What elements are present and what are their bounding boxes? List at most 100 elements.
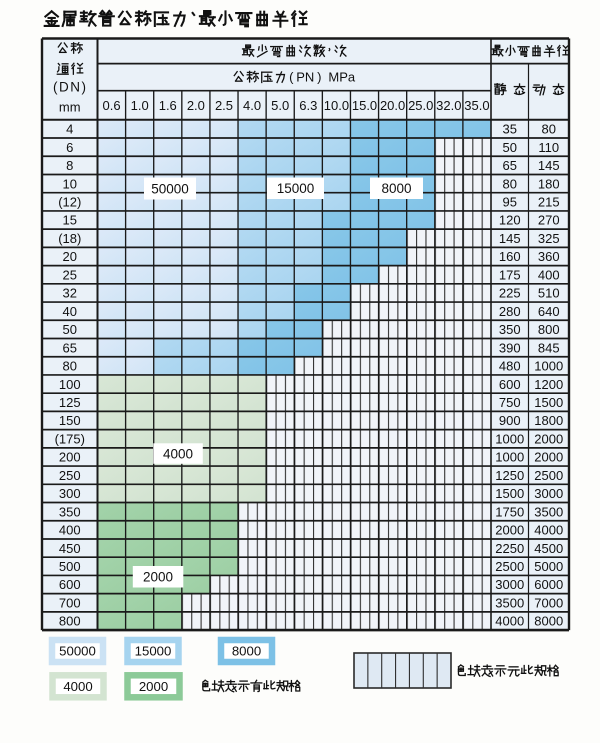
- svg-text:100: 100: [59, 377, 81, 392]
- svg-text:mm: mm: [59, 100, 81, 115]
- svg-text:6: 6: [66, 140, 73, 155]
- svg-text:350: 350: [59, 504, 81, 519]
- svg-text:3500: 3500: [495, 595, 524, 610]
- svg-text:4000: 4000: [163, 446, 193, 461]
- svg-text:480: 480: [499, 359, 521, 374]
- svg-text:8000: 8000: [232, 644, 261, 659]
- svg-text:): ): [317, 70, 321, 85]
- svg-text:3000: 3000: [495, 577, 524, 592]
- svg-text:900: 900: [499, 413, 521, 428]
- svg-text:2.0: 2.0: [187, 98, 205, 113]
- svg-text:510: 510: [538, 286, 560, 301]
- svg-text:1200: 1200: [534, 377, 563, 392]
- svg-text:280: 280: [499, 304, 521, 319]
- svg-text:175: 175: [499, 267, 521, 282]
- svg-text:2250: 2250: [495, 541, 524, 556]
- svg-text:(: (: [289, 70, 294, 85]
- svg-text:50000: 50000: [59, 644, 96, 659]
- svg-text:8000: 8000: [534, 614, 563, 629]
- svg-text:4: 4: [66, 122, 73, 137]
- svg-text:20.0: 20.0: [380, 98, 405, 113]
- svg-text:8000: 8000: [381, 181, 411, 196]
- svg-text:15.0: 15.0: [352, 98, 377, 113]
- svg-text:(18): (18): [58, 231, 81, 246]
- svg-text:3000: 3000: [534, 486, 563, 501]
- svg-text:700: 700: [59, 595, 81, 610]
- svg-text:300: 300: [59, 486, 81, 501]
- svg-text:65: 65: [503, 158, 517, 173]
- svg-text:80: 80: [542, 122, 556, 137]
- svg-text:4.0: 4.0: [243, 98, 261, 113]
- svg-text:4000: 4000: [63, 679, 92, 694]
- svg-text:2000: 2000: [534, 450, 563, 465]
- svg-text:400: 400: [59, 523, 81, 538]
- svg-text:600: 600: [59, 577, 81, 592]
- svg-text:6.3: 6.3: [299, 98, 317, 113]
- svg-text:160: 160: [499, 249, 521, 264]
- svg-text:250: 250: [59, 468, 81, 483]
- svg-text:325: 325: [538, 231, 560, 246]
- svg-text:800: 800: [59, 614, 81, 629]
- svg-text:360: 360: [538, 249, 560, 264]
- svg-text:32.0: 32.0: [436, 98, 461, 113]
- svg-text:0.6: 0.6: [103, 98, 121, 113]
- svg-text:1800: 1800: [534, 413, 563, 428]
- svg-text:50000: 50000: [151, 181, 189, 196]
- svg-text:1.0: 1.0: [131, 98, 149, 113]
- svg-text:40: 40: [63, 304, 77, 319]
- svg-text:MPa: MPa: [328, 70, 356, 85]
- svg-text:845: 845: [538, 340, 560, 355]
- svg-text:PN: PN: [296, 70, 314, 85]
- svg-text:1500: 1500: [495, 486, 524, 501]
- svg-text:4000: 4000: [534, 523, 563, 538]
- svg-text:2500: 2500: [495, 559, 524, 574]
- svg-text:15: 15: [63, 213, 77, 228]
- svg-text:25: 25: [63, 267, 77, 282]
- svg-text:450: 450: [59, 541, 81, 556]
- svg-text:50: 50: [63, 322, 77, 337]
- svg-text:6000: 6000: [534, 577, 563, 592]
- svg-text:180: 180: [538, 176, 560, 191]
- svg-text:270: 270: [538, 213, 560, 228]
- svg-text:2500: 2500: [534, 468, 563, 483]
- svg-text:600: 600: [499, 377, 521, 392]
- svg-text:(12): (12): [58, 195, 81, 210]
- svg-text:7000: 7000: [534, 595, 563, 610]
- svg-text:35: 35: [503, 122, 517, 137]
- svg-text:4500: 4500: [534, 541, 563, 556]
- svg-text:400: 400: [538, 267, 560, 282]
- svg-text:150: 150: [59, 413, 81, 428]
- svg-text:5000: 5000: [534, 559, 563, 574]
- svg-text:800: 800: [538, 322, 560, 337]
- svg-text:15000: 15000: [277, 181, 315, 196]
- svg-text:215: 215: [538, 195, 560, 210]
- svg-text:5.0: 5.0: [271, 98, 289, 113]
- svg-text:750: 750: [499, 395, 521, 410]
- svg-text:(DN): (DN): [53, 80, 88, 95]
- svg-text:390: 390: [499, 340, 521, 355]
- svg-text:120: 120: [499, 213, 521, 228]
- svg-text:1500: 1500: [534, 395, 563, 410]
- svg-text:65: 65: [63, 340, 77, 355]
- svg-text:20: 20: [63, 249, 77, 264]
- svg-text:225: 225: [499, 286, 521, 301]
- svg-text:2.5: 2.5: [215, 98, 233, 113]
- svg-text:2000: 2000: [143, 570, 173, 585]
- svg-text:640: 640: [538, 304, 560, 319]
- svg-text:35.0: 35.0: [464, 98, 489, 113]
- svg-text:1250: 1250: [495, 468, 524, 483]
- svg-text:25.0: 25.0: [408, 98, 433, 113]
- svg-text:95: 95: [503, 195, 517, 210]
- svg-text:80: 80: [503, 176, 517, 191]
- svg-text:350: 350: [499, 322, 521, 337]
- svg-text:32: 32: [63, 286, 77, 301]
- svg-text:500: 500: [59, 559, 81, 574]
- svg-text:110: 110: [538, 140, 559, 155]
- svg-text:2000: 2000: [139, 679, 168, 694]
- svg-text:8: 8: [66, 158, 73, 173]
- svg-text:2000: 2000: [534, 431, 563, 446]
- svg-text:125: 125: [59, 395, 81, 410]
- svg-text:1.6: 1.6: [159, 98, 177, 113]
- svg-text:3500: 3500: [534, 504, 563, 519]
- svg-text:200: 200: [59, 450, 81, 465]
